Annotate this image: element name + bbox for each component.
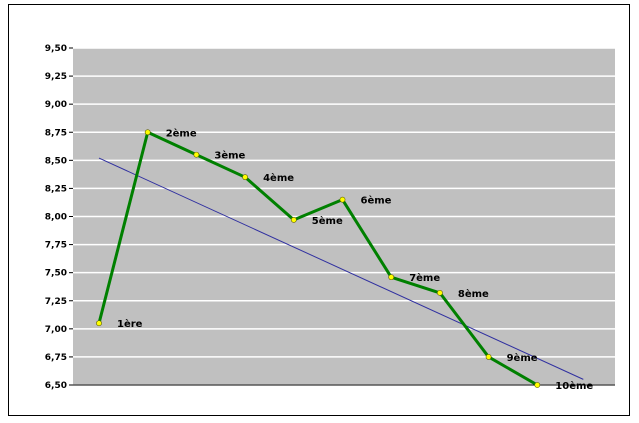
y-axis-ticks: 9,50 9,25 9,00 8,75 8,50 8,25 8,00 7,75 7,50 7,25…	[45, 44, 73, 391]
data-point	[193, 151, 200, 158]
data-label: 6ème	[361, 195, 392, 207]
y-tick-label: 6,50	[45, 381, 67, 391]
y-tick-label: 7,25	[45, 297, 67, 307]
trendline	[98, 157, 584, 380]
data-points	[96, 129, 541, 388]
data-point	[534, 382, 541, 388]
data-point	[290, 216, 297, 223]
data-label: 2ème	[166, 127, 197, 139]
data-label: 10ème	[555, 380, 593, 392]
y-tick-label: 8,50	[45, 156, 67, 166]
data-point	[436, 289, 443, 296]
data-label: 3ème	[214, 150, 245, 162]
data-point	[144, 129, 151, 136]
y-tick-label: 7,75	[45, 241, 67, 251]
y-tick-label: 9,00	[45, 100, 67, 110]
data-label: 5ème	[312, 215, 343, 227]
data-label: 4ème	[263, 172, 294, 184]
data-point	[242, 174, 248, 181]
data-label: 8ème	[458, 288, 489, 300]
series-line	[97, 130, 539, 387]
gridlines	[73, 47, 615, 386]
data-label: 7ème	[409, 272, 440, 284]
data-labels: 1ère 2ème 3ème 4ème 5ème 6ème 7ème 8ème 9ème 10èm…	[117, 127, 593, 392]
data-point	[339, 196, 346, 203]
y-tick-label: 8,25	[45, 184, 67, 194]
y-tick-label: 6,75	[45, 353, 67, 363]
data-point	[388, 274, 395, 281]
y-tick-label: 7,50	[45, 269, 67, 279]
data-label: 9ème	[507, 352, 538, 364]
y-tick-label: 8,00	[45, 213, 67, 223]
data-point	[485, 354, 492, 360]
y-tick-label: 9,25	[45, 72, 67, 82]
data-point	[96, 320, 102, 327]
data-label: 1ère	[117, 318, 143, 330]
y-tick-label: 8,75	[45, 128, 67, 138]
y-tick-label: 7,00	[45, 325, 67, 335]
y-tick-label: 9,50	[45, 44, 67, 54]
